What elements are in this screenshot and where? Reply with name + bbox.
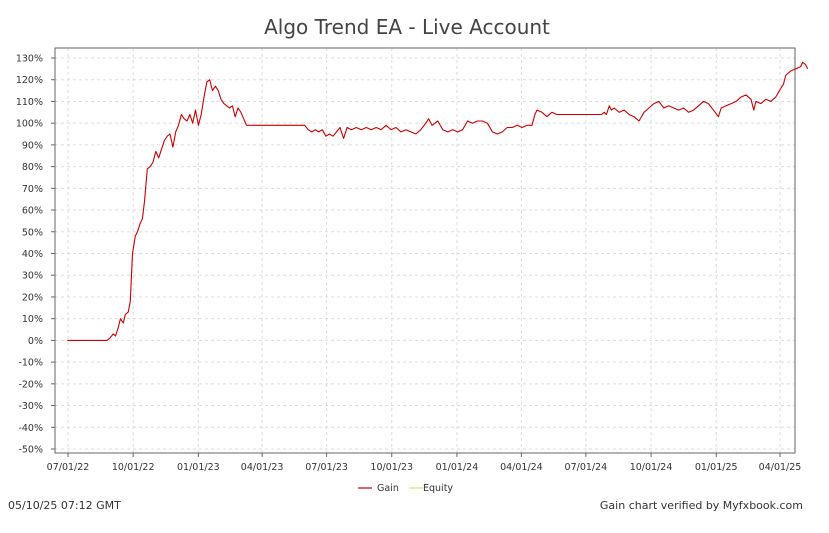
series-layer: [67, 61, 809, 341]
x-tick-label: 04/01/25: [759, 462, 802, 473]
y-tick-label: 50%: [22, 227, 43, 238]
y-axis: 130% 120% 110% 100% 90% 80% 70% 60% 50% 40% 30% 20%…: [16, 54, 55, 456]
y-tick-label: 90%: [22, 140, 43, 151]
x-tick-label: 01/01/23: [177, 462, 220, 473]
grid: [55, 48, 795, 453]
y-tick-label: 60%: [22, 206, 43, 217]
y-tick-label: -30%: [18, 401, 43, 412]
y-tick-label: -10%: [18, 358, 43, 369]
y-tick-label: -50%: [18, 445, 43, 456]
y-tick-label: 130%: [16, 54, 43, 65]
y-tick-label: 110%: [16, 97, 43, 108]
y-tick-label: 120%: [16, 75, 43, 86]
y-tick-label: -20%: [18, 379, 43, 390]
plot-area-frame: [54, 47, 796, 454]
y-tick-label: 100%: [16, 119, 43, 130]
x-tick-label: 10/01/24: [630, 462, 673, 473]
x-tick-label: 10/01/22: [112, 462, 155, 473]
legend: Gain Equity: [358, 483, 453, 494]
timestamp-text: 05/10/25 07:12 GMT: [8, 499, 121, 512]
y-tick-label: -40%: [18, 423, 43, 434]
y-tick-label: 80%: [22, 162, 43, 173]
x-tick-label: 07/01/24: [565, 462, 608, 473]
x-tick-label: 07/01/22: [47, 462, 90, 473]
x-tick-label: 07/01/23: [305, 462, 348, 473]
x-tick-label: 10/01/23: [370, 462, 413, 473]
x-axis: 07/01/22 10/01/22 01/01/23 04/01/23 07/01/23…: [47, 453, 802, 473]
x-tick-label: 04/01/23: [241, 462, 284, 473]
legend-gain-label: Gain: [377, 483, 399, 494]
y-tick-label: 30%: [22, 271, 43, 282]
y-tick-label: 0%: [28, 336, 43, 347]
x-tick-label: 01/01/24: [436, 462, 479, 473]
y-tick-label: 10%: [22, 314, 43, 325]
verified-text: Gain chart verified by Myfxbook.com: [600, 499, 803, 512]
chart-title: Algo Trend EA - Live Account: [264, 15, 550, 39]
y-tick-label: 70%: [22, 184, 43, 195]
y-tick-label: 20%: [22, 292, 43, 303]
legend-equity-label: Equity: [423, 483, 453, 494]
x-tick-label: 04/01/24: [500, 462, 543, 473]
y-tick-label: 40%: [22, 249, 43, 260]
series-line-gain: [67, 61, 809, 341]
x-tick-label: 01/01/25: [695, 462, 738, 473]
